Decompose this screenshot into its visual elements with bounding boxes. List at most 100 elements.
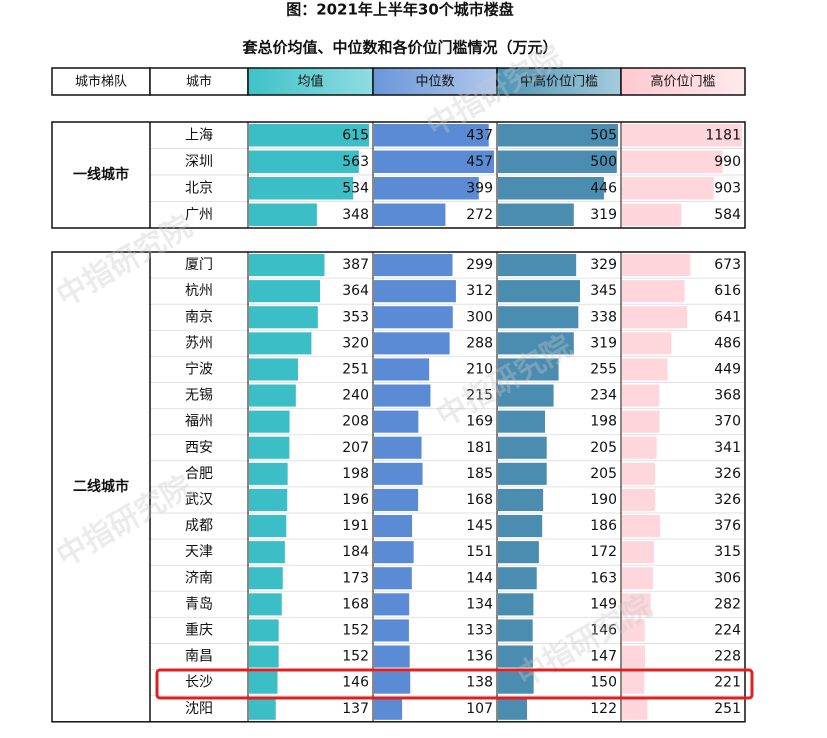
value: 306 xyxy=(714,570,741,586)
value: 221 xyxy=(714,675,741,691)
data-bar xyxy=(374,150,494,173)
data-bar xyxy=(498,619,533,642)
value: 437 xyxy=(466,127,493,143)
value: 341 xyxy=(714,440,741,456)
value: 315 xyxy=(714,544,741,560)
data-bar xyxy=(498,410,546,433)
value: 300 xyxy=(466,309,493,325)
data-bar xyxy=(374,697,403,720)
value: 208 xyxy=(342,414,369,430)
value: 320 xyxy=(342,335,369,351)
value: 169 xyxy=(466,414,493,430)
value: 312 xyxy=(466,283,493,299)
data-bar xyxy=(622,280,685,303)
value: 181 xyxy=(466,440,493,456)
data-bar xyxy=(249,567,283,590)
city: 宁波 xyxy=(185,360,213,377)
header-cell xyxy=(496,67,622,96)
value: 326 xyxy=(714,466,741,482)
value: 146 xyxy=(342,675,369,691)
city: 无锡 xyxy=(185,388,213,404)
data-bar xyxy=(249,645,279,668)
city: 青岛 xyxy=(185,596,213,612)
data-bar xyxy=(498,671,534,694)
data-bar xyxy=(622,619,645,642)
data-bar xyxy=(374,645,410,668)
value: 136 xyxy=(466,649,493,665)
data-bar xyxy=(374,177,479,200)
header-text: 中位数 xyxy=(415,75,454,90)
value: 163 xyxy=(590,570,617,586)
value: 329 xyxy=(590,257,617,273)
value: 224 xyxy=(714,622,741,638)
data-bar xyxy=(249,462,288,485)
city: 重庆 xyxy=(185,622,213,638)
value: 1181 xyxy=(705,127,741,143)
value: 240 xyxy=(342,388,369,404)
header-cell xyxy=(247,67,374,96)
data-bar xyxy=(374,619,409,642)
data-bar xyxy=(622,306,688,329)
data-bar xyxy=(622,358,668,381)
value: 353 xyxy=(342,309,369,325)
data-bar xyxy=(374,541,414,564)
value: 364 xyxy=(342,283,369,299)
header-text: 城市梯队 xyxy=(75,74,127,90)
value: 584 xyxy=(714,207,741,223)
value: 251 xyxy=(714,701,741,717)
value: 255 xyxy=(590,361,617,377)
value: 446 xyxy=(590,180,617,196)
value: 990 xyxy=(714,154,741,170)
value: 138 xyxy=(466,675,493,691)
data-bar xyxy=(374,410,419,433)
data-bar xyxy=(374,593,410,616)
city: 北京 xyxy=(185,180,213,196)
data-bar xyxy=(374,203,446,226)
data-bar xyxy=(374,671,411,694)
data-bar xyxy=(249,124,369,147)
data-bar xyxy=(249,541,285,564)
data-bar xyxy=(249,306,318,329)
data-bar xyxy=(498,567,537,590)
value: 348 xyxy=(342,207,369,223)
value: 673 xyxy=(714,257,741,273)
value: 186 xyxy=(590,518,617,534)
value: 207 xyxy=(342,440,369,456)
data-bar xyxy=(374,358,430,381)
subtitle: 套总价均值、中位数和各价位门槛情况（万元） xyxy=(241,39,557,57)
value: 152 xyxy=(342,649,369,665)
data-bar xyxy=(498,203,574,226)
value: 173 xyxy=(342,570,369,586)
value: 146 xyxy=(590,622,617,638)
city: 成都 xyxy=(185,518,213,534)
value: 399 xyxy=(466,180,493,196)
value: 234 xyxy=(590,388,617,404)
value: 299 xyxy=(466,257,493,273)
data-bar xyxy=(622,567,654,590)
value: 196 xyxy=(342,492,369,508)
header-cell xyxy=(149,67,249,96)
value: 198 xyxy=(342,466,369,482)
data-bar xyxy=(249,332,312,355)
data-bar xyxy=(249,177,354,200)
value: 145 xyxy=(466,518,493,534)
value: 198 xyxy=(590,414,617,430)
city: 广州 xyxy=(185,207,213,223)
value: 184 xyxy=(342,544,369,560)
value: 205 xyxy=(590,466,617,482)
value: 190 xyxy=(590,492,617,508)
city: 深圳 xyxy=(185,154,213,170)
header-cell xyxy=(51,67,151,96)
value: 505 xyxy=(590,127,617,143)
city: 沈阳 xyxy=(185,701,213,717)
value: 376 xyxy=(714,518,741,534)
data-bar xyxy=(498,541,539,564)
value: 457 xyxy=(466,154,493,170)
value: 903 xyxy=(714,180,741,196)
value: 486 xyxy=(714,335,741,351)
data-bar xyxy=(374,384,431,407)
watermark: 中指研究院 xyxy=(51,209,198,314)
city: 南京 xyxy=(185,309,213,325)
value: 122 xyxy=(590,701,617,717)
